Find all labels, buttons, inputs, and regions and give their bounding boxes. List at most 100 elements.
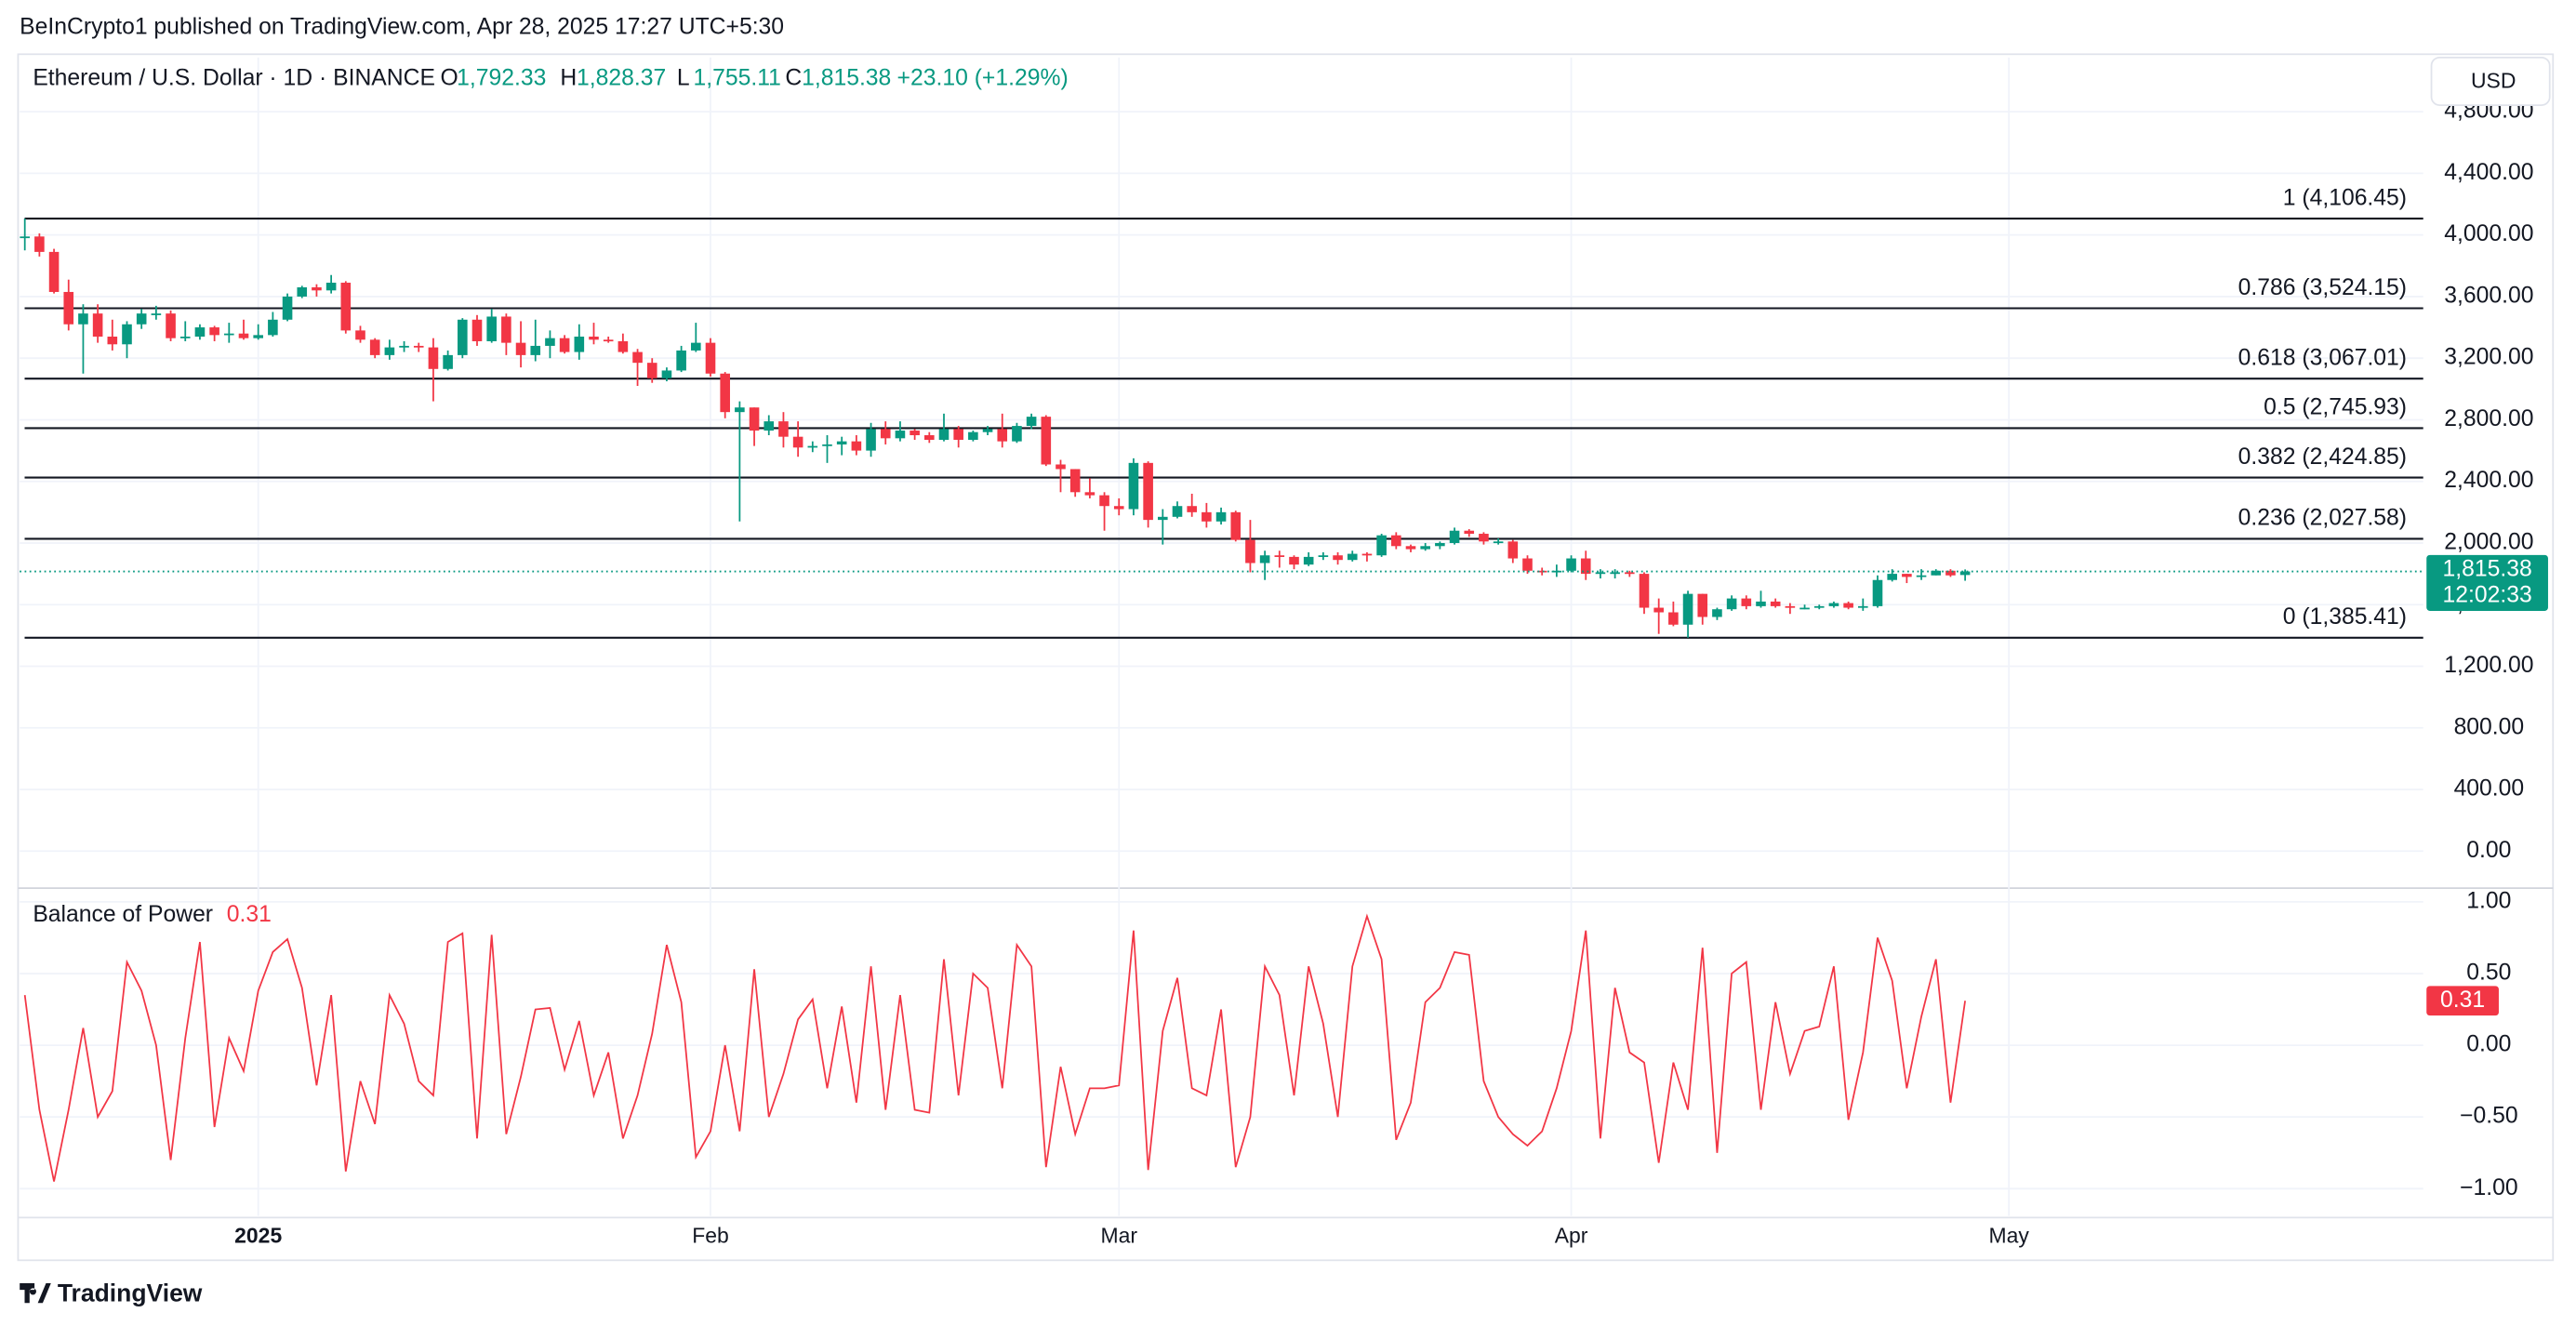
candle-body — [384, 347, 395, 355]
legend-value: 1,815.38 — [802, 65, 891, 90]
candle-body — [924, 435, 935, 440]
candle-body — [691, 342, 701, 351]
candle-body — [1041, 417, 1052, 465]
bop-line — [23, 913, 1966, 1182]
candle-body — [1945, 570, 1956, 576]
currency-button[interactable] — [2430, 56, 2551, 106]
currency-label[interactable]: USD — [2471, 68, 2516, 92]
candle-body — [1099, 495, 1109, 507]
candle-body — [1959, 571, 1971, 576]
candle-body — [1916, 575, 1927, 577]
x-tick-label: 2025 — [234, 1224, 282, 1248]
candle-body — [1274, 555, 1285, 557]
candle-body — [1245, 539, 1255, 564]
candle-body — [1391, 535, 1401, 547]
candle-body — [1799, 607, 1810, 610]
y-tick-label: −1.00 — [2460, 1175, 2518, 1200]
candle-body — [1026, 417, 1037, 427]
y-tick-label: 400.00 — [2454, 776, 2525, 802]
candle-body — [807, 445, 818, 448]
candle-body — [953, 429, 963, 440]
candle-body — [1084, 492, 1095, 496]
candle-body — [34, 236, 45, 252]
candle-body — [1215, 511, 1227, 522]
fib-level-label: 1 (4,106.45) — [2283, 185, 2407, 210]
candle-body — [1347, 553, 1358, 561]
candle-body — [151, 313, 162, 315]
legend-key: H — [560, 65, 577, 90]
candle-body — [399, 345, 409, 348]
candle-body — [1813, 605, 1825, 608]
candle-body — [822, 444, 832, 446]
fib-level-label: 0.5 (2,745.93) — [2264, 395, 2407, 420]
candle-body — [194, 327, 206, 338]
candle-body — [253, 335, 263, 338]
candle-body — [166, 313, 176, 338]
candle-body — [268, 319, 278, 336]
fib-level-label: 0.236 (2,027.58) — [2238, 506, 2407, 531]
candle-body — [428, 347, 439, 369]
candle-body — [443, 354, 453, 369]
legend-value: 1,792.33 — [457, 65, 546, 90]
candle-body — [1158, 516, 1168, 521]
y-tick-label: 2,000.00 — [2444, 530, 2533, 555]
candle-body — [1828, 603, 1839, 606]
candle-body — [458, 319, 468, 355]
legend-key: L — [677, 65, 690, 90]
y-tick-label: 4,000.00 — [2444, 221, 2533, 246]
candle-body — [705, 342, 716, 374]
candle-body — [1610, 572, 1620, 575]
candle-body — [1580, 558, 1591, 575]
candle-body — [749, 407, 760, 431]
legend-value: 1,828.37 — [577, 65, 666, 90]
candle-body — [720, 373, 730, 413]
candle-body — [764, 421, 775, 431]
y-tick-label: 4,400.00 — [2444, 160, 2533, 185]
x-tick-label: Mar — [1100, 1224, 1137, 1248]
candle-body — [530, 345, 541, 355]
candle-body — [1785, 605, 1796, 608]
candle-body — [48, 251, 60, 292]
candle-body — [1361, 553, 1373, 556]
legend-value: 1,755.11 — [693, 65, 780, 90]
candle-body — [224, 333, 234, 336]
candle-body — [122, 324, 132, 345]
candle-body — [1726, 598, 1737, 610]
candle-body — [1507, 541, 1519, 559]
candle-body — [1333, 555, 1343, 561]
y-tick-label: −0.50 — [2460, 1104, 2518, 1129]
symbol-title: Ethereum / U.S. Dollar · 1D · BINANCE — [33, 65, 435, 90]
candle-body — [63, 291, 74, 325]
indicator-value: 0.31 — [227, 902, 272, 927]
last-price-badge — [2426, 554, 2548, 611]
x-tick-label: Apr — [1555, 1224, 1588, 1248]
y-tick-label: 0.00 — [2466, 1032, 2511, 1057]
candle-body — [1843, 603, 1853, 608]
candle-body — [1289, 556, 1299, 565]
y-tick-label: 2,800.00 — [2444, 406, 2533, 431]
candle-body — [1770, 601, 1781, 606]
candle-body — [1143, 462, 1153, 521]
candle-body — [938, 429, 949, 440]
candle-body — [1551, 570, 1562, 573]
candle-body — [574, 337, 585, 352]
y-tick-label: 1.00 — [2466, 888, 2511, 913]
candle-body — [1435, 542, 1445, 547]
y-tick-label: 3,200.00 — [2444, 345, 2533, 370]
candle-body — [1536, 570, 1547, 573]
candle-body — [1522, 558, 1533, 571]
candle-body — [1056, 464, 1066, 470]
footer-brand: TradingView — [58, 1279, 203, 1306]
x-tick-label: Feb — [692, 1224, 729, 1248]
fib-level-label: 0.618 (3,067.01) — [2238, 346, 2407, 371]
candle-body — [413, 345, 424, 348]
candle-body — [1566, 558, 1576, 571]
candle-body — [1931, 570, 1942, 576]
candle-body — [1405, 546, 1416, 550]
candle-body — [1012, 426, 1022, 442]
candle-body — [1303, 556, 1314, 565]
chart-frame — [17, 53, 2555, 1262]
candle-body — [78, 313, 88, 325]
candle-body — [1902, 574, 1912, 577]
